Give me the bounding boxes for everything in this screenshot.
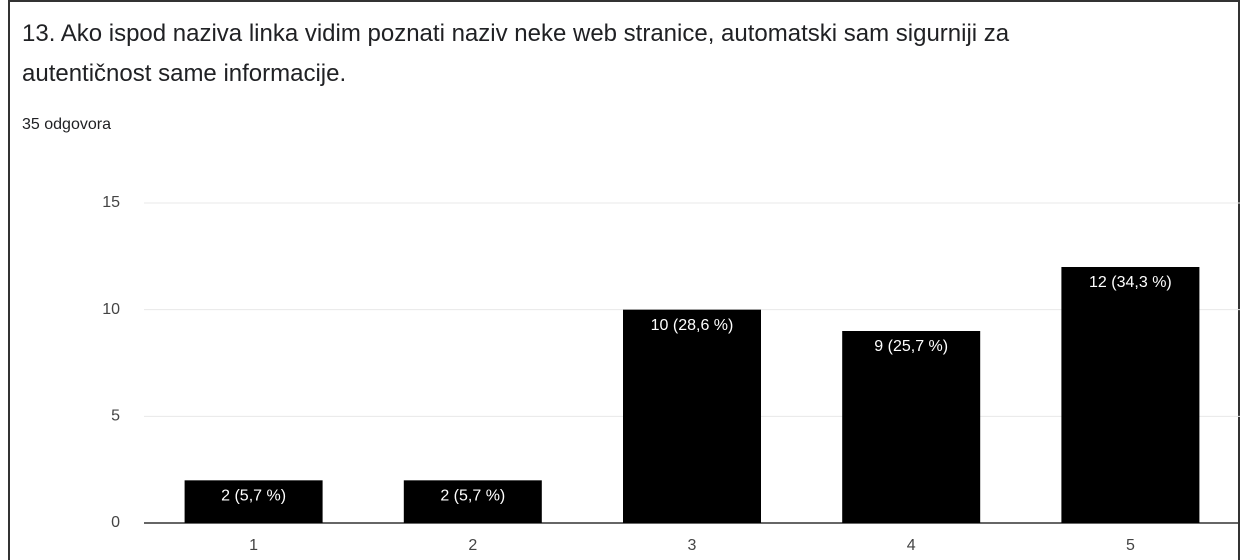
y-tick-label: 15 bbox=[102, 194, 120, 211]
card bbox=[8, 0, 1240, 560]
bar bbox=[403, 480, 542, 523]
value-label: 9 (25,7 %) bbox=[874, 338, 948, 355]
bar bbox=[842, 331, 981, 523]
value-label: 10 (28,6 %) bbox=[651, 317, 734, 334]
response-count: 35 odgovora bbox=[22, 116, 111, 133]
bar bbox=[1061, 267, 1200, 523]
x-tick-label: 1 bbox=[249, 537, 258, 554]
x-tick-label: 5 bbox=[1126, 537, 1135, 554]
y-tick-label: 0 bbox=[111, 514, 120, 531]
bar bbox=[184, 480, 323, 523]
value-label: 12 (34,3 %) bbox=[1089, 274, 1172, 291]
bar bbox=[623, 309, 761, 523]
x-tick-label: 3 bbox=[688, 537, 697, 554]
value-label: 2 (5,7 %) bbox=[440, 488, 505, 505]
x-tick-label: 4 bbox=[907, 537, 916, 554]
x-tick-label: 2 bbox=[468, 537, 477, 554]
y-tick-label: 10 bbox=[102, 301, 120, 318]
y-tick-label: 5 bbox=[111, 408, 120, 425]
value-label: 2 (5,7 %) bbox=[221, 488, 286, 505]
question-title: 13. Ako ispod naziva linka vidim poznati… bbox=[22, 20, 1010, 87]
